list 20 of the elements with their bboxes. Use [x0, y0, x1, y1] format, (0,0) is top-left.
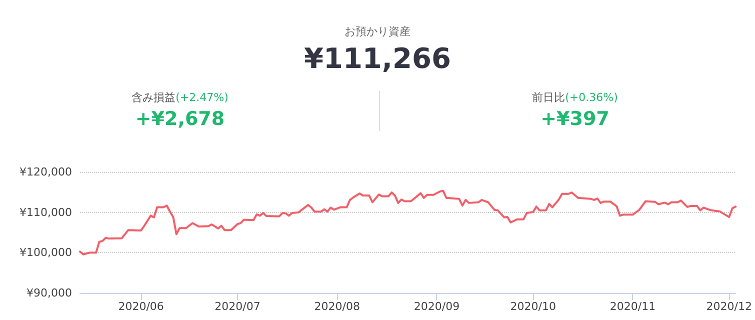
- x-tick-label: 2020/11: [610, 300, 656, 313]
- chart-subtitle: ¥111,266: [302, 42, 452, 75]
- x-tick-label: 2020/06: [118, 300, 164, 313]
- y-tick-label: ¥100,000: [20, 246, 72, 260]
- x-tick-label: 2020/12: [706, 300, 752, 313]
- x-tick-label: 2020/07: [214, 300, 260, 313]
- x-tick-label: 2020/09: [414, 300, 460, 313]
- text: +¥2,678: [134, 108, 226, 130]
- text: 含み損益: [132, 91, 176, 104]
- text: (+0.36%): [565, 91, 618, 104]
- text: 前日比: [532, 91, 566, 104]
- x-tick-label: 2020/10: [510, 300, 556, 313]
- y-tick-label: ¥120,000: [20, 166, 72, 178]
- x-tick-label: 2020/08: [314, 300, 360, 313]
- line-series: [79, 190, 737, 256]
- text: (+2.47%): [176, 91, 228, 104]
- text: +¥397: [540, 108, 610, 130]
- chart-title: お預かり資産: [344, 24, 412, 39]
- y-tick-label: ¥90,000: [26, 286, 72, 300]
- y-tick-label: ¥110,000: [20, 206, 72, 219]
